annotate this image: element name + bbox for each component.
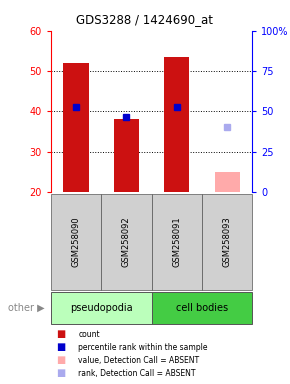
Text: GSM258093: GSM258093 xyxy=(223,217,232,267)
Bar xyxy=(202,194,252,290)
Text: cell bodies: cell bodies xyxy=(176,303,228,313)
Text: percentile rank within the sample: percentile rank within the sample xyxy=(78,343,208,352)
Bar xyxy=(164,57,189,192)
Bar xyxy=(152,292,252,324)
Bar xyxy=(101,194,152,290)
Bar xyxy=(152,194,202,290)
Text: GSM258091: GSM258091 xyxy=(172,217,181,267)
Text: ■: ■ xyxy=(57,355,66,365)
Text: count: count xyxy=(78,329,100,339)
Bar xyxy=(51,292,152,324)
Text: ■: ■ xyxy=(57,329,66,339)
Bar xyxy=(51,194,101,290)
Text: ■: ■ xyxy=(57,342,66,352)
Bar xyxy=(215,172,240,192)
Text: rank, Detection Call = ABSENT: rank, Detection Call = ABSENT xyxy=(78,369,196,378)
Text: pseudopodia: pseudopodia xyxy=(70,303,133,313)
Bar xyxy=(114,119,139,192)
Text: GSM258092: GSM258092 xyxy=(122,217,131,267)
Text: other ▶: other ▶ xyxy=(8,303,45,313)
Text: GSM258090: GSM258090 xyxy=(71,217,80,267)
Text: GDS3288 / 1424690_at: GDS3288 / 1424690_at xyxy=(77,13,213,26)
Text: ■: ■ xyxy=(57,368,66,378)
Text: value, Detection Call = ABSENT: value, Detection Call = ABSENT xyxy=(78,356,200,365)
Bar xyxy=(63,63,88,192)
